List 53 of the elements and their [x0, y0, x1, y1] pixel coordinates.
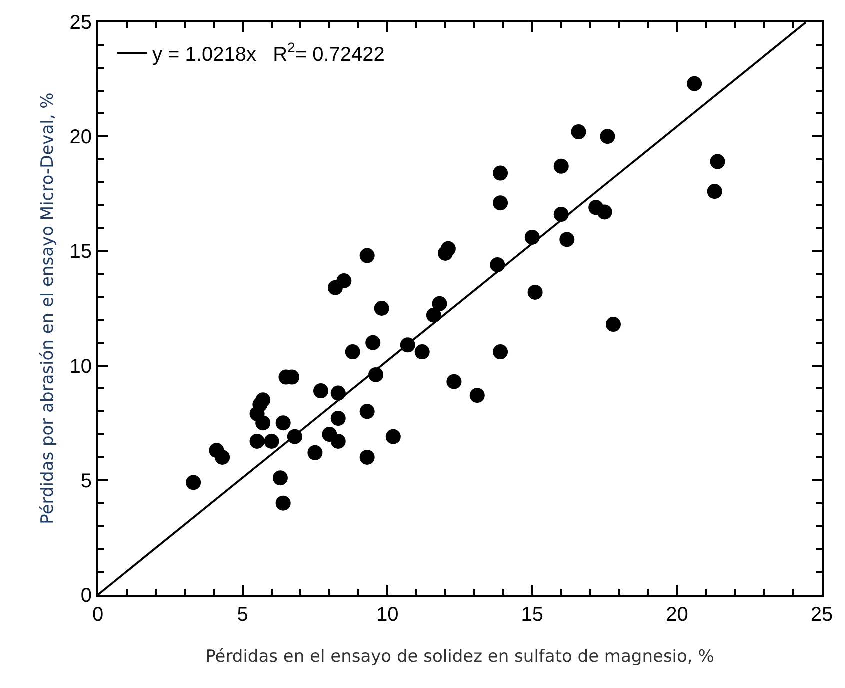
point: [560, 232, 575, 248]
point: [493, 166, 508, 181]
point: [186, 475, 202, 490]
y-tick-label: 10: [70, 356, 92, 378]
point: [276, 416, 291, 431]
point: [215, 450, 230, 465]
y-tick-label: 15: [70, 241, 92, 264]
point: [276, 496, 291, 511]
point: [360, 404, 375, 420]
point: [432, 296, 448, 312]
point: [330, 411, 346, 426]
x-tick-label: 20: [666, 604, 688, 626]
point: [493, 344, 508, 360]
point: [470, 388, 485, 404]
y-tick-label: 25: [70, 12, 92, 34]
point: [571, 124, 586, 140]
x-tick-label: 25: [810, 604, 834, 626]
x-tick-label: 10: [376, 604, 399, 626]
point: [256, 416, 271, 431]
point: [336, 274, 352, 288]
point: [707, 184, 722, 200]
point: [330, 434, 346, 449]
legend-label: y = 1.0218x R$^{2}$= 0.72422: [152, 39, 385, 66]
y-axis-title: Pérdidas por abrasión en el ensayo Micro-Deval, %: [38, 92, 58, 524]
point: [272, 470, 288, 486]
point: [250, 434, 265, 449]
point: [606, 317, 621, 332]
point: [493, 196, 508, 211]
point: [597, 204, 612, 220]
point: [313, 384, 328, 399]
point: [374, 301, 390, 316]
point: [366, 335, 381, 350]
point: [414, 344, 430, 360]
point: [687, 76, 702, 92]
point: [256, 392, 271, 408]
y-tick-label: 20: [70, 126, 92, 149]
point: [600, 129, 616, 144]
x-tick-label: 5: [237, 604, 248, 626]
point: [308, 445, 323, 460]
point: [554, 158, 569, 174]
point: [264, 434, 280, 449]
point: [360, 450, 375, 465]
x-axis-title: Pérdidas en el ensayo de solidez en sulfato de magnesio, %: [206, 646, 714, 667]
point: [440, 241, 456, 256]
point: [446, 374, 462, 390]
point: [345, 344, 360, 360]
y-tick-label: 0: [80, 585, 92, 607]
point: [386, 429, 401, 444]
point: [710, 154, 726, 170]
x-tick-label: 15: [521, 604, 544, 626]
point: [528, 284, 543, 300]
y-tick-label: 5: [80, 470, 92, 492]
point: [360, 248, 375, 264]
